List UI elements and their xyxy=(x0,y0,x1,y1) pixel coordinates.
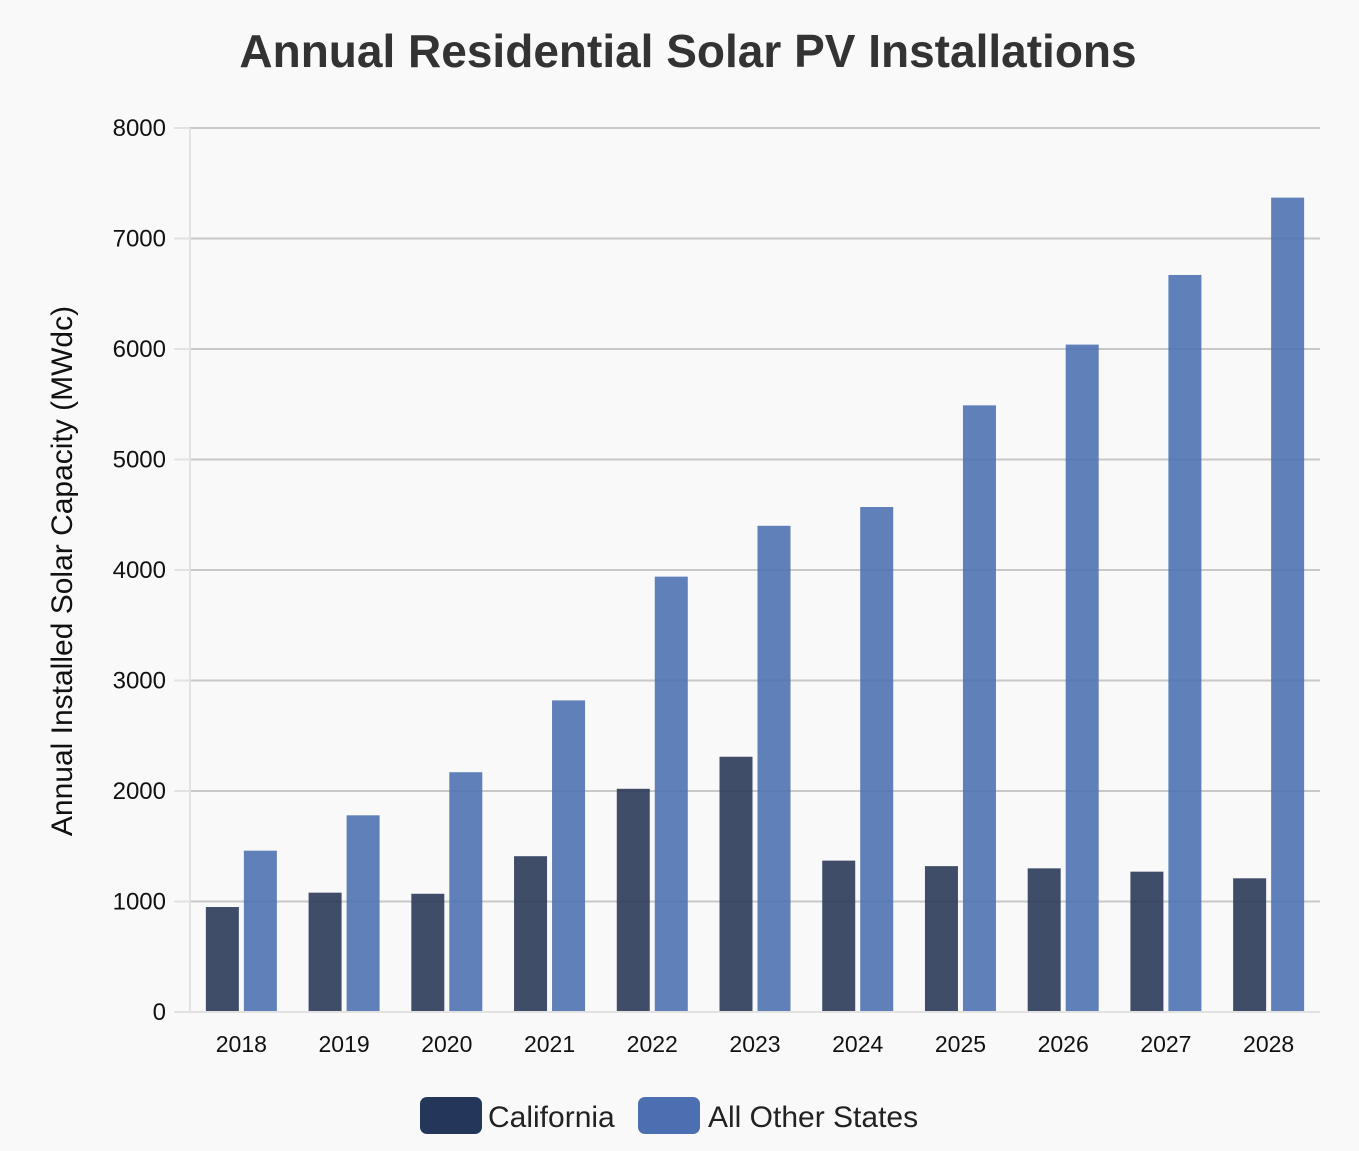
x-axis-ticks: 2018 2019 2020 2021 2022 2023 2024 2025 2026 2027… xyxy=(216,1031,1294,1057)
x-tick-label: 2026 xyxy=(1038,1031,1089,1057)
bar-other-states-2026[interactable] xyxy=(1065,344,1099,1013)
y-tick-label: 5000 xyxy=(113,447,166,474)
axes xyxy=(174,128,1320,1013)
bar-other-states-2028[interactable] xyxy=(1271,197,1305,1013)
x-tick-label: 2023 xyxy=(729,1031,780,1057)
bar-other-states-2022[interactable] xyxy=(654,576,688,1012)
x-tick-label: 2027 xyxy=(1140,1031,1191,1057)
y-tick-label: 2000 xyxy=(113,778,166,805)
bar-california-2026[interactable] xyxy=(1027,868,1061,1012)
y-tick-label: 1000 xyxy=(113,889,166,916)
bar-california-2027[interactable] xyxy=(1130,871,1164,1012)
bar-other-states-2019[interactable] xyxy=(346,815,380,1012)
x-tick-label: 2021 xyxy=(524,1031,575,1057)
x-tick-label: 2025 xyxy=(935,1031,986,1057)
bar-other-states-2024[interactable] xyxy=(860,507,894,1012)
x-tick-label: 2022 xyxy=(627,1031,678,1057)
bar-california-2022[interactable] xyxy=(616,788,650,1012)
y-tick-label: 3000 xyxy=(113,668,166,695)
bar-california-2019[interactable] xyxy=(308,892,342,1012)
bar-other-states-2025[interactable] xyxy=(962,405,996,1013)
legend[interactable]: California All Other States xyxy=(420,1097,918,1134)
bars xyxy=(205,197,1305,1013)
x-tick-label: 2019 xyxy=(319,1031,370,1057)
bar-california-2021[interactable] xyxy=(514,856,548,1012)
y-axis-ticks: 0 1000 2000 3000 4000 5000 6000 7000 8000 xyxy=(113,115,190,1026)
bar-other-states-2018[interactable] xyxy=(243,850,277,1012)
bar-other-states-2021[interactable] xyxy=(552,700,586,1012)
x-tick-label: 2020 xyxy=(421,1031,472,1057)
x-tick-label: 2024 xyxy=(832,1031,883,1057)
y-tick-label: 6000 xyxy=(113,336,166,363)
y-tick-label: 4000 xyxy=(113,557,166,584)
gridlines xyxy=(190,127,1320,903)
y-tick-label: 8000 xyxy=(113,115,166,142)
bar-california-2024[interactable] xyxy=(822,860,856,1012)
x-tick-label: 2028 xyxy=(1243,1031,1294,1057)
y-tick-label: 7000 xyxy=(113,226,166,253)
y-axis-label: Annual Installed Solar Capacity (MWdc) xyxy=(46,306,79,836)
bar-other-states-2023[interactable] xyxy=(757,525,791,1012)
bar-california-2028[interactable] xyxy=(1233,878,1267,1012)
bar-california-2023[interactable] xyxy=(719,756,753,1012)
x-tick-label: 2018 xyxy=(216,1031,267,1057)
y-tick-label: 0 xyxy=(153,999,166,1026)
chart-title: Annual Residential Solar PV Installation… xyxy=(239,25,1136,77)
bar-other-states-2027[interactable] xyxy=(1168,274,1202,1013)
legend-swatch-other-states[interactable] xyxy=(638,1097,700,1134)
legend-swatch-california[interactable] xyxy=(420,1097,482,1134)
legend-label-other-states[interactable]: All Other States xyxy=(708,1101,918,1134)
bar-california-2018[interactable] xyxy=(205,907,239,1012)
legend-label-california[interactable]: California xyxy=(488,1101,615,1134)
bar-other-states-2020[interactable] xyxy=(449,772,483,1012)
bar-california-2025[interactable] xyxy=(924,866,958,1012)
bar-california-2020[interactable] xyxy=(411,893,445,1012)
